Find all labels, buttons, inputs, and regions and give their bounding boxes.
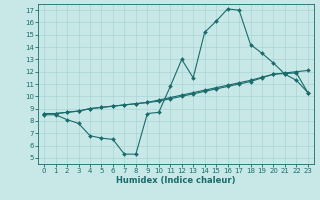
X-axis label: Humidex (Indice chaleur): Humidex (Indice chaleur) (116, 176, 236, 185)
